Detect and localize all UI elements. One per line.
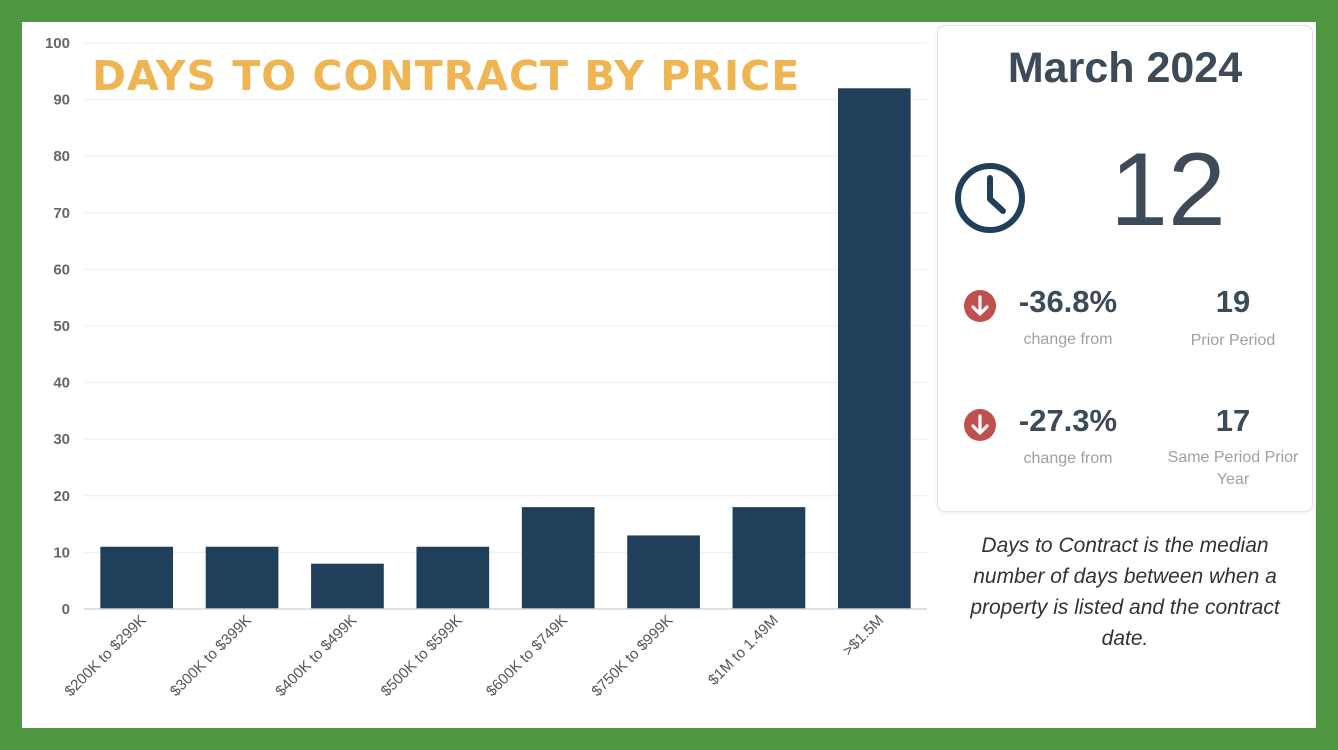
bar [837,88,911,609]
bar [100,546,174,609]
arrow-down-circle-icon [964,409,996,441]
prior-year-row: -27.3% change from 17 Same Period Prior … [938,400,1312,510]
x-tick-label: $400K to $499K [272,612,360,700]
compare-value: 17 [1215,403,1251,438]
x-tick-label: $1M to 1.49M [705,612,782,689]
y-tick-label: 40 [53,375,70,392]
summary-card: March 2024 12 -36.8% change from 19 Prio… [937,25,1313,512]
y-tick-label: 60 [53,261,70,278]
x-tick-label: $600K to $749K [483,612,571,700]
y-tick-label: 30 [53,431,70,448]
y-tick-label: 0 [62,601,70,618]
bar-chart: 0 10 20 30 40 50 60 70 80 90 100 $200K to $299K $30… [45,35,927,700]
grid-lines [84,42,927,553]
y-tick-label: 50 [53,318,70,335]
change-value: -27.3% [1018,403,1118,438]
change-label: change from [1023,450,1113,467]
metric-definition: Days to Contract is the median number of… [970,534,1280,650]
y-tick-label: 80 [53,148,70,165]
x-tick-label: $500K to $599K [378,612,466,700]
x-tick-label: >$1.5M [839,612,887,660]
arrow-down-circle-icon [964,290,996,322]
prior-period-row: -36.8% change from 19 Prior Period [938,281,1312,391]
x-tick-labels: $200K to $299K $300K to $399K $400K to $49… [61,612,887,700]
bar [732,507,806,609]
x-tick-label: $750K to $999K [588,612,676,700]
compare-label: Same Period Prior Year [1167,449,1299,488]
change-label: change from [1023,331,1113,348]
bar [205,546,279,609]
chart-title: DAYS TO CONTRACT BY PRICE [92,52,801,100]
y-tick-labels: 0 10 20 30 40 50 60 70 80 90 100 [45,35,70,618]
y-tick-label: 70 [53,205,70,222]
period-title: March 2024 [1007,44,1243,92]
days-to-contract-value: 12 [1110,132,1226,248]
y-tick-label: 100 [45,35,70,52]
x-tick-label: $300K to $399K [167,612,255,700]
bar [311,563,384,609]
x-tick-label: $200K to $299K [61,612,149,700]
y-tick-label: 10 [53,544,70,561]
bar [416,546,490,609]
y-tick-label: 20 [53,488,70,505]
bar [521,507,595,609]
bar [627,535,700,609]
change-value: -36.8% [1018,284,1118,319]
y-tick-label: 90 [53,92,70,109]
compare-label: Prior Period [1190,332,1276,349]
compare-value: 19 [1215,284,1251,319]
dashboard-panel: 0 10 20 30 40 50 60 70 80 90 100 $200K to $299K $30… [22,22,1316,728]
clock-icon [955,163,1025,233]
bars [100,88,911,609]
